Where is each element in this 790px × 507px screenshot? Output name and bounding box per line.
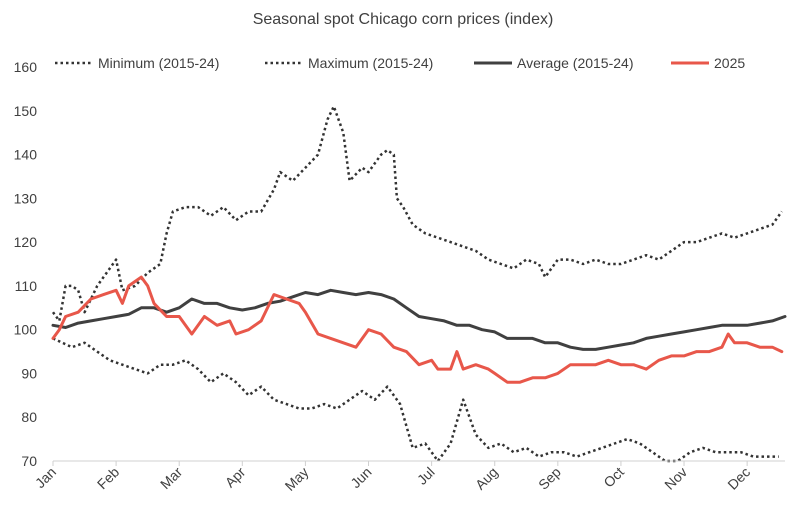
legend-label: Average (2015-24) [517,55,633,71]
x-tick-label: Mar [157,464,186,493]
chart-title: Seasonal spot Chicago corn prices (index… [253,11,554,28]
x-tick-label: May [282,464,312,494]
y-tick-label: 160 [14,59,38,75]
x-axis-ticks: Jan Feb Mar Apr May Jun Jul Aug Sep Oct Nov Dec [32,461,753,494]
series-line-maximum-2015-24 [51,105,783,323]
legend-label: Maximum (2015-24) [308,55,433,71]
legend-label: Minimum (2015-24) [98,55,219,71]
y-tick-label: 130 [14,190,38,206]
series-line-minimum-2015-24 [52,337,779,463]
y-tick-label: 140 [14,147,38,163]
legend-label: 2025 [714,55,745,71]
y-tick-label: 120 [14,234,38,250]
x-tick-label: Oct [600,464,627,491]
y-tick-label: 150 [14,103,38,119]
x-tick-label: Feb [94,464,123,493]
y-tick-label: 90 [21,365,37,381]
x-tick-label: Dec [724,464,753,493]
series-line-average-2015-24 [51,288,787,351]
series-layer [51,105,787,463]
x-tick-label: Sep [535,464,564,493]
series-line-2025 [51,275,784,384]
y-tick-label: 100 [14,322,38,338]
x-tick-label: Nov [661,464,690,493]
y-tick-label: 110 [15,278,38,294]
x-tick-label: Jul [414,464,438,488]
x-tick-label: Jun [347,464,374,491]
legend: Minimum (2015-24) Maximum (2015-24) Averag… [55,55,745,71]
x-tick-label: Apr [222,464,249,491]
x-tick-label: Aug [472,464,501,493]
y-axis-ticks: 70 80 90 100 110 120 130 140 150 160 [14,59,38,469]
y-tick-label: 70 [21,453,37,469]
y-tick-label: 80 [21,409,37,425]
